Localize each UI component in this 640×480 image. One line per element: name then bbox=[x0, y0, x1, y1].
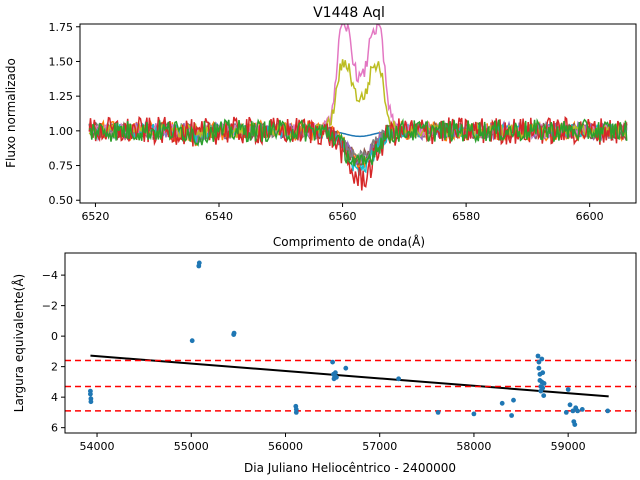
ew-data-point bbox=[88, 399, 94, 405]
spectrum-x-tick-label: 6600 bbox=[576, 210, 604, 223]
ew-data-point bbox=[541, 381, 547, 386]
ew-data-point bbox=[605, 408, 611, 414]
ew-y-tick-label: −2 bbox=[42, 300, 58, 313]
ew-data-point bbox=[536, 365, 542, 371]
ew-data-point bbox=[540, 370, 546, 376]
ew-data-point bbox=[396, 376, 401, 382]
ew-x-ticks: 54000 55000 56000 57000 58000 59000 bbox=[80, 433, 586, 453]
spectrum-y-tick-label: 0.75 bbox=[49, 160, 74, 173]
spectrum-x-tick-label: 6540 bbox=[205, 210, 233, 223]
ew-data-point bbox=[570, 408, 576, 414]
ew-x-axis-label: Dia Juliano Heliocêntrico - 2400000 bbox=[244, 461, 456, 475]
ew-axes-frame bbox=[64, 252, 637, 434]
ew-y-tick-label: 6 bbox=[51, 422, 58, 435]
ew-data-point bbox=[334, 374, 339, 380]
spectrum-y-tick-label: 1.00 bbox=[49, 125, 74, 138]
ew-data-point bbox=[189, 338, 195, 344]
ew-data-point bbox=[539, 356, 545, 362]
ew-data-point bbox=[540, 385, 546, 391]
ew-y-axis-label: Largura equivalente(Å) bbox=[11, 274, 26, 412]
ew-x-tick-label: 54000 bbox=[80, 440, 115, 453]
ew-data-point bbox=[541, 393, 547, 398]
ew-data-point bbox=[196, 260, 202, 266]
ew-data-point bbox=[330, 359, 335, 365]
spectrum-y-tick-label: 1.75 bbox=[49, 21, 74, 34]
spectrum-y-tick-label: 1.50 bbox=[49, 55, 74, 68]
spectrum-y-ticks: 0.50 0.75 1.00 1.25 1.50 1.75 bbox=[49, 21, 80, 207]
ew-x-tick-label: 57000 bbox=[362, 440, 397, 453]
ew-x-tick-label: 58000 bbox=[456, 440, 491, 453]
spectrum-series-group bbox=[88, 24, 628, 191]
equivalent-width-panel: 54000 55000 56000 57000 58000 59000 −4−20246 … bbox=[11, 252, 637, 475]
ew-data-point bbox=[567, 402, 573, 408]
ew-y-tick-label: −4 bbox=[42, 269, 58, 282]
ew-y-ticks: −4 −2 0 2 4 6 bbox=[42, 269, 65, 435]
ew-data-point bbox=[563, 410, 569, 415]
ew-x-tick-label: 55000 bbox=[174, 440, 209, 453]
ew-y-tick-label: 2 bbox=[51, 361, 58, 374]
spectrum-panel: V1448 Aql 6520 6540 6560 6580 6600 0.50 0.75 1… bbox=[4, 5, 637, 249]
ew-data-point bbox=[575, 408, 580, 414]
spectrum-x-axis-label: Comprimento de onda(Å) bbox=[273, 234, 425, 249]
ew-x-tick-label: 56000 bbox=[268, 440, 303, 453]
trend-line bbox=[90, 354, 609, 398]
spectrum-x-ticks: 6520 6540 6560 6580 6600 bbox=[81, 203, 604, 223]
ew-data-point bbox=[579, 407, 585, 412]
ew-data-point bbox=[572, 422, 578, 427]
ew-data-point bbox=[435, 410, 441, 415]
ew-data-point bbox=[231, 330, 237, 336]
ew-x-tick-label: 59000 bbox=[551, 440, 586, 453]
spectrum-axes-frame bbox=[79, 23, 637, 204]
ew-data-point bbox=[536, 359, 542, 365]
ew-data-point bbox=[511, 397, 516, 403]
ew-data-point bbox=[333, 370, 338, 376]
spectrum-y-tick-label: 0.50 bbox=[49, 194, 74, 207]
spectrum-y-tick-label: 1.25 bbox=[49, 90, 74, 103]
ew-data-point bbox=[565, 387, 571, 392]
spectrum-line bbox=[88, 117, 628, 167]
spectrum-title: V1448 Aql bbox=[313, 5, 385, 21]
spectrum-x-tick-label: 6520 bbox=[81, 210, 109, 223]
spectrum-line bbox=[88, 24, 628, 141]
ew-y-tick-label: 4 bbox=[51, 391, 58, 404]
ew-y-tick-label: 0 bbox=[51, 330, 58, 343]
equivalent-width-plot-area bbox=[65, 260, 636, 427]
ew-data-point bbox=[88, 391, 93, 397]
ew-data-point bbox=[509, 413, 514, 418]
ew-data-point bbox=[293, 410, 299, 415]
spectrum-y-axis-label: Fluxo normalizado bbox=[4, 58, 18, 168]
spectrum-x-tick-label: 6580 bbox=[452, 210, 480, 223]
ew-data-point bbox=[343, 365, 349, 371]
ew-data-point bbox=[499, 400, 505, 406]
ew-data-point bbox=[535, 353, 541, 359]
spectrum-x-tick-label: 6560 bbox=[329, 210, 357, 223]
ew-data-point bbox=[471, 411, 477, 417]
